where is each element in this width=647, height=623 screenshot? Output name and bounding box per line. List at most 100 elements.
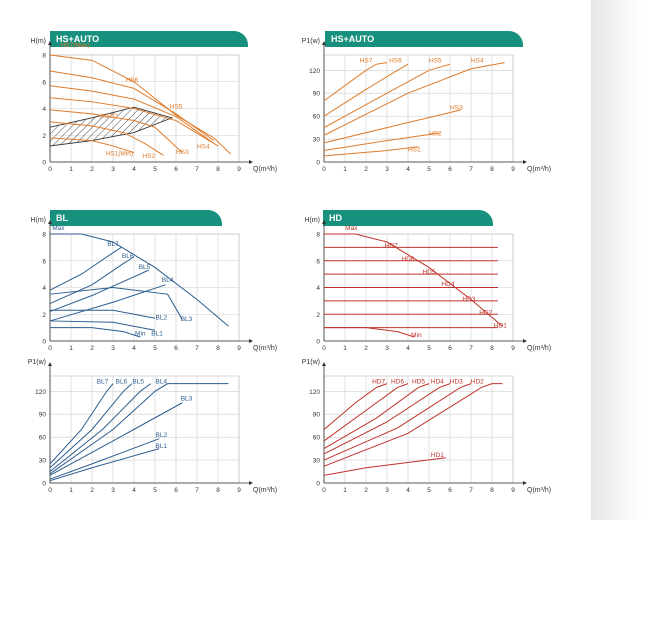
- series-line: [323, 63, 409, 117]
- curve-label: BL7: [97, 379, 109, 386]
- curve-label: Min: [135, 331, 146, 338]
- curve-label: HD7: [385, 242, 398, 249]
- curve-label: BL5: [132, 379, 144, 386]
- x-tick-label: 5: [427, 345, 431, 352]
- series-line: [49, 246, 122, 291]
- series-line: [323, 383, 430, 450]
- x-axis-label: Q(m³/h): [527, 345, 551, 352]
- series-line: [49, 256, 135, 305]
- curve-label: HD5: [422, 269, 435, 276]
- curve-label: HD4: [441, 281, 454, 288]
- curve-label: BL6: [116, 379, 128, 386]
- x-tick-label: 8: [490, 166, 494, 173]
- y-axis-arrow: [48, 41, 52, 45]
- x-axis-label: Q(m³/h): [253, 345, 277, 352]
- x-tick-label: 4: [132, 166, 136, 173]
- x-tick-label: 1: [343, 345, 347, 352]
- x-tick-label: 6: [174, 166, 178, 173]
- x-tick-label: 4: [132, 487, 136, 494]
- series-line: [49, 438, 160, 480]
- series-line: [49, 402, 183, 476]
- tab-label: BL: [56, 213, 68, 223]
- x-tick-label: 8: [216, 166, 220, 173]
- series-line: [49, 383, 133, 469]
- x-tick-label: 9: [237, 487, 241, 494]
- y-axis-label: H(m): [304, 217, 320, 224]
- y-tick-label: 0: [42, 160, 46, 167]
- x-tick-label: 2: [364, 345, 368, 352]
- series-line: [323, 62, 505, 136]
- y-tick-label: 4: [42, 106, 46, 113]
- y-tick-label: 2: [42, 133, 46, 140]
- y-tick-label: 8: [42, 53, 46, 60]
- series-line: [49, 70, 215, 142]
- series-line: [49, 286, 183, 320]
- series-line: [49, 85, 215, 144]
- x-tick-label: 8: [216, 487, 220, 494]
- x-tick-label: 2: [90, 166, 94, 173]
- series-line: [324, 233, 503, 327]
- series-line: [323, 383, 409, 442]
- x-tick-label: 0: [48, 345, 52, 352]
- series-line: [323, 62, 388, 102]
- curve-label: BL3: [181, 395, 193, 402]
- curve-label: HD3: [450, 379, 463, 386]
- series-line: [323, 63, 451, 129]
- y-axis-label: H(m): [30, 38, 46, 45]
- y-axis-arrow: [322, 41, 326, 45]
- curve-label: HS6: [389, 58, 402, 65]
- y-tick-label: 90: [313, 412, 321, 419]
- series-line: [50, 327, 141, 338]
- curve-label: HD7: [372, 379, 385, 386]
- y-tick-label: 4: [316, 285, 320, 292]
- y-tick-label: 90: [313, 91, 321, 98]
- tab-label: HD: [329, 213, 342, 223]
- x-tick-label: 7: [195, 487, 199, 494]
- x-tick-label: 9: [237, 345, 241, 352]
- x-tick-label: 4: [406, 345, 410, 352]
- y-tick-label: 0: [42, 481, 46, 488]
- x-tick-label: 1: [343, 166, 347, 173]
- x-tick-label: 3: [385, 166, 389, 173]
- y-tick-label: 0: [316, 339, 320, 346]
- y-tick-label: 30: [313, 137, 321, 144]
- curve-label: HS1(Min): [106, 150, 133, 157]
- curve-label: HS7: [360, 58, 373, 65]
- y-tick-label: 60: [39, 435, 47, 442]
- x-tick-label: 6: [174, 345, 178, 352]
- y-tick-label: 2: [42, 312, 46, 319]
- x-tick-label: 8: [490, 345, 494, 352]
- curve-label: BL5: [139, 264, 151, 271]
- x-tick-label: 6: [174, 487, 178, 494]
- x-tick-label: 7: [469, 487, 473, 494]
- x-tick-label: 0: [48, 166, 52, 173]
- curve-label: BL6: [122, 253, 134, 260]
- series-line: [49, 383, 114, 465]
- x-tick-label: 0: [48, 487, 52, 494]
- grid: [49, 375, 240, 484]
- curve-label: Max: [52, 225, 65, 232]
- series-line: [323, 146, 419, 157]
- x-axis-label: Q(m³/h): [527, 166, 551, 173]
- y-tick-label: 30: [313, 458, 321, 465]
- y-tick-label: 30: [39, 458, 47, 465]
- x-tick-label: 4: [406, 487, 410, 494]
- x-tick-label: 9: [511, 487, 515, 494]
- series-line: [49, 284, 166, 322]
- x-axis-arrow: [523, 160, 527, 164]
- curve-label: BL1: [156, 443, 168, 450]
- y-tick-label: 6: [42, 258, 46, 265]
- series-line: [323, 457, 446, 476]
- x-tick-label: 0: [322, 487, 326, 494]
- x-axis-label: Q(m³/h): [253, 166, 277, 173]
- y-tick-label: 0: [42, 339, 46, 346]
- series-line: [49, 383, 152, 472]
- x-tick-label: 4: [406, 166, 410, 173]
- x-tick-label: 2: [90, 487, 94, 494]
- y-tick-label: 0: [316, 481, 320, 488]
- curve-label: HD5: [412, 379, 425, 386]
- y-tick-label: 60: [313, 114, 321, 121]
